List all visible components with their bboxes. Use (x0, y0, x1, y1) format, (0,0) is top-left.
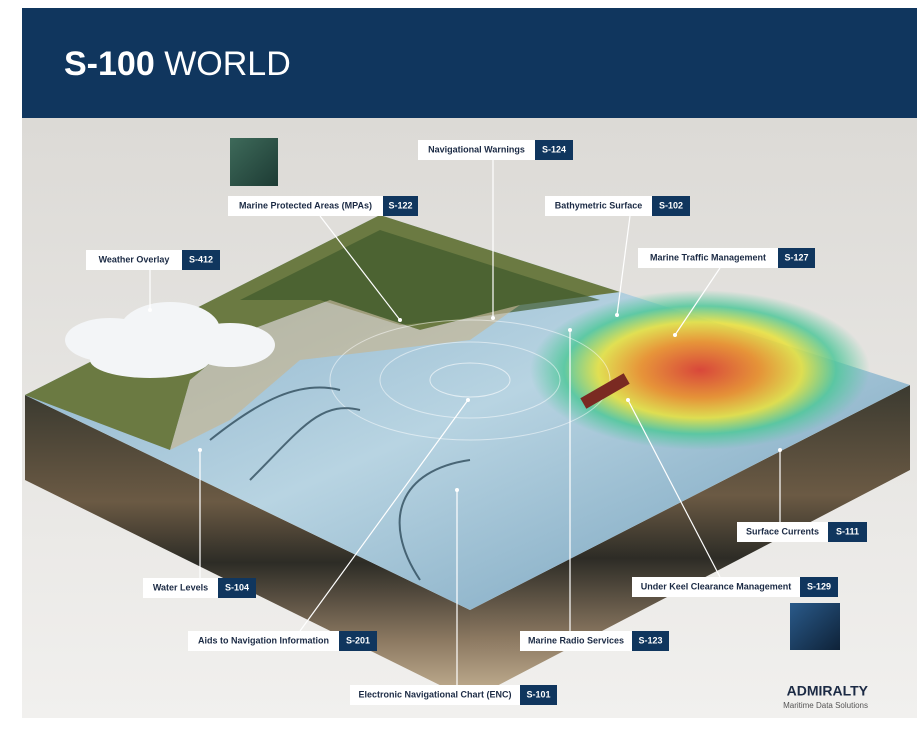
label-code: S-124 (542, 144, 566, 154)
ukc-thumbnail (790, 603, 840, 650)
label-name: Electronic Navigational Chart (ENC) (358, 689, 511, 699)
mpa-thumbnail (230, 138, 278, 186)
code-box (218, 578, 256, 598)
label-code: S-122 (388, 200, 412, 210)
label-box (737, 522, 828, 542)
leader-dot (466, 398, 470, 402)
leader-dot (673, 333, 677, 337)
label-code: S-412 (189, 254, 213, 264)
code-box (652, 196, 690, 216)
leader-line (627, 399, 721, 578)
leader-dot (615, 313, 619, 317)
label-code: S-104 (225, 582, 249, 592)
header-word: WORLD (164, 45, 291, 83)
labels: Navigational Warnings S-124 Marine Protect… (86, 140, 867, 705)
code-box (778, 248, 815, 268)
leader-dot (778, 448, 782, 452)
code-box (800, 577, 838, 597)
footer-brand: ADMIRALTY (787, 683, 869, 699)
leader-dot (148, 308, 152, 312)
label-name: Marine Radio Services (528, 635, 624, 645)
header-bar (22, 8, 917, 118)
label-code: S-111 (836, 526, 859, 536)
block-right-side (470, 385, 910, 700)
leader-dot (491, 316, 495, 320)
label-name: Weather Overlay (99, 254, 170, 264)
code-box (632, 631, 669, 651)
label-box (545, 196, 652, 216)
label-code: S-127 (784, 252, 808, 262)
footer-tagline: Maritime Data Solutions (783, 701, 868, 710)
header-title: S-100 WORLD (64, 45, 291, 83)
leader-line (319, 215, 401, 321)
leader-dot (398, 318, 402, 322)
leader-dot (568, 328, 572, 332)
label-code: S-123 (638, 635, 662, 645)
label-code: S-102 (659, 200, 683, 210)
label-name: Marine Protected Areas (MPAs) (239, 200, 372, 210)
label-name: Marine Traffic Management (650, 252, 766, 262)
label-box (143, 578, 218, 598)
code-box (828, 522, 867, 542)
label-name: Under Keel Clearance Management (641, 581, 792, 591)
ship (580, 373, 630, 409)
depth-contour (209, 386, 471, 581)
label-code: S-129 (807, 581, 831, 591)
label-box (86, 250, 182, 270)
label-name: Water Levels (153, 582, 208, 592)
label-box (350, 685, 520, 705)
label-box (188, 631, 339, 651)
label-box (418, 140, 535, 160)
radio-ring (329, 319, 611, 441)
label-box (228, 196, 383, 216)
label-box (638, 248, 778, 268)
heatmap (530, 290, 870, 450)
label-code: S-101 (526, 689, 550, 699)
radio-ring (379, 341, 561, 419)
code-box (535, 140, 573, 160)
label-name: Navigational Warnings (428, 144, 525, 154)
label-box (632, 577, 800, 597)
leader-line (616, 215, 631, 316)
code-box (339, 631, 377, 651)
label-name: Aids to Navigation Information (198, 635, 329, 645)
leader-line (299, 399, 469, 632)
radio-ring (429, 362, 511, 398)
header-code: S-100 (64, 45, 155, 83)
leader-dot (455, 488, 459, 492)
label-name: Surface Currents (746, 526, 819, 536)
code-box (520, 685, 557, 705)
terrain-block (25, 215, 910, 700)
leader-dot (198, 448, 202, 452)
label-box (520, 631, 632, 651)
code-box (383, 196, 418, 216)
label-code: S-201 (346, 635, 370, 645)
code-box (182, 250, 220, 270)
leader-dot (626, 398, 630, 402)
block-left-side (25, 395, 470, 700)
label-name: Bathymetric Surface (555, 200, 643, 210)
leader-line (674, 267, 721, 336)
cloud (65, 302, 275, 378)
